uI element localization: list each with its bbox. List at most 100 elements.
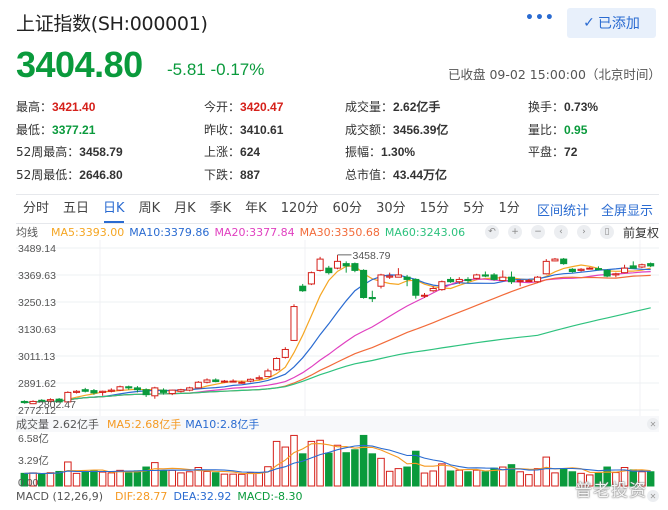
stat-row: 上涨：624 [204,141,283,164]
ma-legend-item: MA10:3379.86 [129,226,209,239]
candle-style-icon[interactable]: ▯ [600,225,614,239]
tab-五日[interactable]: 五日 [56,195,96,223]
stat-label: 52周最低： [16,168,79,182]
tab-季K[interactable]: 季K [203,195,239,223]
svg-text:3.29亿: 3.29亿 [18,454,49,467]
change-value: -5.81 [167,60,206,79]
svg-text:3250.13: 3250.13 [18,297,56,309]
svg-text:3130.63: 3130.63 [18,324,56,336]
next-icon[interactable]: › [577,225,591,239]
stat-label: 总市值： [345,168,393,182]
volume-label: 成交量 2.62亿手 [16,416,99,432]
stat-label: 换手： [528,100,564,114]
ma-legend-item: MA60:3243.06 [385,226,465,239]
close-volume-panel-icon[interactable]: ✕ [647,418,659,430]
tab-月K[interactable]: 月K [167,195,203,223]
tab-日K[interactable]: 日K [96,195,132,223]
macd-dif: DIF:28.77 [115,490,167,503]
stat-value: 72 [564,145,577,159]
range-stats-link[interactable]: 区间统计 [531,200,595,219]
tab-年K[interactable]: 年K [238,195,274,223]
tab-1分[interactable]: 1分 [491,195,526,223]
stat-row: 量比：0.95 [528,119,598,142]
stats-col-3: 成交量：2.62亿手成交额：3456.39亿振幅：1.30%总市值：43.44万… [345,96,448,186]
tab-60分[interactable]: 60分 [326,195,370,223]
stat-row: 今开：3420.47 [204,96,283,119]
macd-value: MACD:-8.30 [237,490,302,503]
adjust-mode-selector[interactable]: 前复权 [623,224,659,241]
macd-dea: DEA:32.92 [173,490,231,503]
ma-legend-item: MA5:3393.00 [51,226,124,239]
macd-label: MACD (12,26,9) [16,490,103,503]
volume-chart[interactable]: 6.58亿3.29亿0.00 [0,432,668,488]
stat-value: 1.30% [381,145,415,159]
stats-col-1: 最高：3421.40最低：3377.2152周最高：3458.7952周最低：2… [16,96,123,186]
stat-label: 52周最高： [16,145,79,159]
tab-120分[interactable]: 120分 [274,195,326,223]
tab-分时[interactable]: 分时 [16,195,56,223]
svg-text:3489.14: 3489.14 [18,243,56,255]
stat-value: 2.62亿手 [393,100,440,114]
stat-row: 成交额：3456.39亿 [345,119,448,142]
added-to-watchlist-button[interactable]: ✓ 已添加 [567,8,656,38]
reset-icon[interactable]: ↶ [485,225,499,239]
stat-label: 最低： [16,123,52,137]
stat-row: 最高：3421.40 [16,96,123,119]
market-status: 已收盘 09-02 15:00:00（北京时间） [448,64,661,83]
svg-text:3369.63: 3369.63 [18,270,56,282]
stat-label: 平盘： [528,145,564,159]
stat-row: 换手：0.73% [528,96,598,119]
stat-label: 最高： [16,100,52,114]
stat-value: 3377.21 [52,123,95,137]
check-icon: ✓ [583,15,595,31]
stat-row: 52周最低：2646.80 [16,164,123,187]
svg-text:0.00: 0.00 [18,477,39,488]
stat-row: 昨收：3410.61 [204,119,283,142]
ma-legend: 均线 MA5:3393.00MA10:3379.86MA20:3377.84MA… [16,224,659,240]
fullscreen-link[interactable]: 全屏显示 [595,200,659,219]
stock-title: 上证指数(SH:000001) [16,9,208,36]
stat-value: 3421.40 [52,100,95,114]
tab-15分[interactable]: 15分 [413,195,457,223]
stat-value: 3420.47 [240,100,283,114]
stat-label: 量比： [528,123,564,137]
change-percent: -0.17% [210,60,264,79]
volume-legend: 成交量 2.62亿手 MA5:2.68亿手 MA10:2.8亿手 ✕ [16,416,659,432]
stat-row: 总市值：43.44万亿 [345,164,448,187]
more-options-button[interactable]: ••• [525,10,555,26]
added-label: 已添加 [598,13,640,33]
volume-ma10: MA10:2.8亿手 [185,416,259,432]
chart-controls: ↶ +−‹ › ▯ [485,225,614,239]
stat-value: 2646.80 [79,168,122,182]
candlestick-chart[interactable]: 3489.143369.633250.133130.633011.132891.… [0,240,668,416]
stat-label: 下跌： [204,168,240,182]
price-change: -5.81 -0.17% [167,60,264,80]
ma-legend-label: 均线 [16,224,38,240]
close-macd-panel-icon[interactable]: ✕ [647,490,659,502]
ma-legend-item: MA30:3350.68 [300,226,380,239]
stat-row: 振幅：1.30% [345,141,448,164]
stat-row: 成交量：2.62亿手 [345,96,448,119]
stat-label: 上涨： [204,145,240,159]
stats-col-2: 今开：3420.47昨收：3410.61上涨：624下跌：887 [204,96,283,186]
prev-icon[interactable]: ‹ [554,225,568,239]
stat-label: 昨收： [204,123,240,137]
stat-label: 振幅： [345,145,381,159]
stat-row: 52周最高：3458.79 [16,141,123,164]
zoom-out-icon[interactable]: − [531,225,545,239]
ma-legend-items: MA5:3393.00 MA10:3379.86 MA20:3377.84 MA30:… [51,226,465,239]
period-tabs: 分时五日日K周K月K季K年K120分60分30分15分5分1分 [16,195,527,223]
svg-text:3011.13: 3011.13 [18,351,55,363]
macd-legend: MACD (12,26,9) DIF:28.77 DEA:32.92 MACD:… [16,488,659,504]
tab-30分[interactable]: 30分 [369,195,413,223]
stat-row: 下跌：887 [204,164,283,187]
svg-text:2802.47: 2802.47 [38,399,76,411]
tab-周K[interactable]: 周K [132,195,168,223]
ma-legend-item: MA20:3377.84 [214,226,294,239]
stat-label: 成交额： [345,123,393,137]
stat-label: 今开： [204,100,240,114]
zoom-in-icon[interactable]: + [508,225,522,239]
stat-label: 成交量： [345,100,393,114]
stat-value: 43.44万亿 [393,168,447,182]
tab-5分[interactable]: 5分 [456,195,491,223]
